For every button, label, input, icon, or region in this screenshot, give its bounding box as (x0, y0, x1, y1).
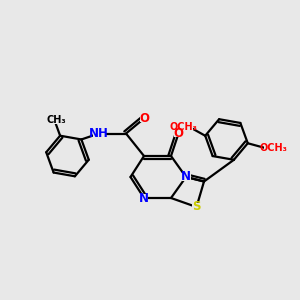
FancyBboxPatch shape (49, 116, 63, 124)
Text: O: O (139, 112, 149, 125)
FancyBboxPatch shape (93, 129, 105, 137)
FancyBboxPatch shape (140, 115, 148, 122)
Text: N: N (181, 170, 191, 184)
FancyBboxPatch shape (264, 144, 283, 152)
FancyBboxPatch shape (192, 203, 201, 211)
Text: S: S (192, 200, 201, 214)
Text: CH₃: CH₃ (46, 115, 66, 125)
FancyBboxPatch shape (174, 123, 193, 131)
FancyBboxPatch shape (140, 194, 148, 202)
Text: NH: NH (89, 127, 109, 140)
Text: OCH₃: OCH₃ (259, 143, 287, 153)
Text: OCH₃: OCH₃ (170, 122, 198, 132)
Text: O: O (173, 127, 184, 140)
Text: N: N (139, 191, 149, 205)
FancyBboxPatch shape (182, 173, 190, 181)
FancyBboxPatch shape (174, 130, 183, 137)
